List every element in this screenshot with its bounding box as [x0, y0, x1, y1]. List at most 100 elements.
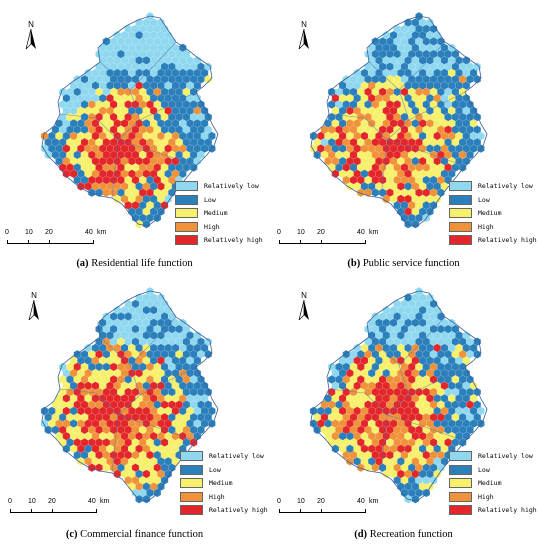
scale-tick-10: 10: [297, 498, 305, 505]
legend-swatch: [449, 221, 472, 232]
north-arrow-icon: N: [296, 291, 312, 321]
legend-label: Relatively low: [478, 452, 533, 460]
caption-letter: (d): [354, 529, 368, 540]
scale-mid: [300, 509, 301, 512]
municipal-boundary: [41, 290, 219, 502]
region-outline: [309, 11, 488, 229]
legend-swatch: [449, 194, 472, 205]
legend-swatch: [449, 235, 472, 245]
map-commercial-finance: [40, 286, 219, 504]
region-outline: [40, 11, 219, 229]
district-boundary: [111, 139, 119, 199]
scale-bar: 0 10 20 40 km: [5, 229, 115, 249]
district-boundary: [368, 41, 446, 91]
scale-mid: [300, 240, 301, 243]
district-boundary: [408, 366, 466, 396]
legend-swatch: [175, 194, 198, 205]
legend-label: Medium: [478, 479, 502, 487]
caption-b: (b) Public service function: [269, 258, 538, 269]
scale-tick-40: 40: [88, 498, 96, 505]
map-panel-d: N Relatively low Low Medium High Relativ…: [269, 275, 538, 550]
legend-swatch: [449, 451, 472, 461]
legend-swatch: [449, 208, 472, 218]
municipal-boundary: [310, 290, 488, 502]
caption-a: (a) Residential life function: [0, 258, 269, 269]
legend-label: High: [204, 222, 220, 231]
scale-tick-20: 20: [317, 229, 325, 236]
hex-cell: [458, 163, 467, 172]
legend-label: Relatively high: [209, 506, 268, 514]
scale-tick-0: 0: [277, 229, 281, 236]
legend-swatch: [180, 451, 203, 461]
district-boundary: [59, 113, 119, 141]
scale-tick-20: 20: [48, 498, 56, 505]
legend-swatch: [180, 505, 203, 515]
legend-label: Relatively low: [478, 182, 533, 190]
north-label: N: [31, 291, 37, 300]
map-recreation: [309, 286, 488, 504]
district-boundary: [59, 388, 119, 416]
north-label: N: [301, 291, 307, 300]
scale-bar: 0 10 20 40 km: [8, 498, 118, 518]
map-panel-a: N Relatively low Low Medium High Relativ…: [0, 0, 269, 275]
legend-label: Relatively low: [204, 182, 259, 190]
caption-c: (c) Commercial finance function: [0, 529, 269, 540]
scale-tick-10: 10: [28, 498, 36, 505]
scale-mid: [321, 509, 322, 512]
map-panel-b: N Relatively low Low Medium High Relativ…: [269, 0, 538, 275]
legend-swatch: [175, 235, 198, 245]
district-boundary: [408, 91, 466, 121]
legend-swatch: [175, 181, 198, 191]
scale-tick-40: 40: [357, 229, 365, 236]
north-arrow-icon: N: [23, 20, 39, 50]
legend-swatch: [180, 491, 203, 502]
scale-mid: [49, 240, 50, 243]
caption-d: (d) Recreation function: [269, 529, 538, 540]
district-boundary: [117, 414, 197, 442]
district-boundary: [139, 366, 197, 396]
legend-swatch: [180, 464, 203, 475]
scale-mid: [321, 240, 322, 243]
scale-unit: km: [369, 229, 379, 236]
scale-tick-10: 10: [297, 229, 305, 236]
scale-unit: km: [369, 498, 379, 505]
hex-cell: [458, 438, 467, 447]
map-residential-life: [40, 11, 219, 229]
region-outline: [40, 286, 219, 504]
map-panel-c: N Relatively low Low Medium High Relativ…: [0, 275, 269, 550]
legend-label: High: [209, 492, 225, 501]
legend-label: Relatively high: [478, 506, 537, 514]
legend-swatch: [449, 478, 472, 488]
hex-cell: [189, 438, 198, 447]
scale-tick-10: 10: [25, 229, 33, 236]
caption-letter: (b): [347, 258, 361, 269]
scale-tick-20: 20: [317, 498, 325, 505]
legend-label: Low: [209, 465, 221, 474]
legend-swatch: [449, 464, 472, 475]
district-boundary: [328, 388, 388, 416]
scale-line: [7, 240, 94, 244]
caption-title: Public service function: [362, 258, 460, 269]
north-arrow-icon: N: [296, 20, 312, 50]
caption-title: Commercial finance function: [80, 529, 204, 540]
scale-tick-20: 20: [45, 229, 53, 236]
scale-line: [279, 509, 366, 513]
legend-swatch: [175, 208, 198, 218]
district-boundary: [111, 414, 119, 474]
district-boundary: [386, 414, 466, 442]
scale-unit: km: [97, 229, 107, 236]
district-boundary: [117, 139, 197, 167]
hex-cell: [189, 163, 198, 172]
north-label: N: [301, 20, 307, 29]
scale-mid: [28, 240, 29, 243]
district-boundary: [99, 41, 177, 91]
scale-mid: [52, 509, 53, 512]
scale-line: [10, 509, 97, 513]
scale-tick-40: 40: [85, 229, 93, 236]
legend-label: Low: [478, 195, 490, 204]
scale-bar: 0 10 20 40 km: [277, 229, 387, 249]
scale-line: [279, 240, 366, 244]
legend-swatch: [449, 491, 472, 502]
caption-letter: (c): [65, 529, 78, 540]
legend-label: Relatively high: [478, 236, 537, 244]
